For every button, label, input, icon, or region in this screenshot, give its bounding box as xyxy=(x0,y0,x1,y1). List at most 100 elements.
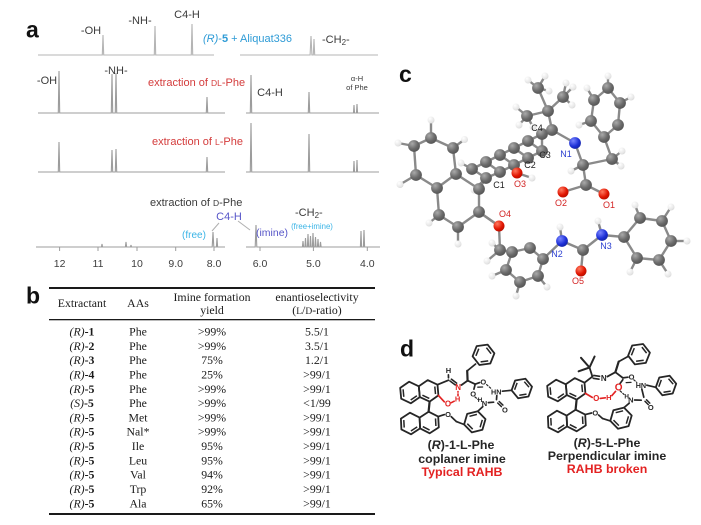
svg-text:95%: 95% xyxy=(201,453,223,467)
svg-text:>99%: >99% xyxy=(198,425,226,439)
svg-text:O: O xyxy=(615,382,623,393)
svg-text:c: c xyxy=(399,61,412,87)
svg-text:-CH2-: -CH2- xyxy=(322,34,350,47)
svg-text:O: O xyxy=(648,403,654,412)
svg-text:-CH2-: -CH2- xyxy=(295,207,323,220)
svg-text:C4-H: C4-H xyxy=(174,9,200,21)
svg-text:>99/1: >99/1 xyxy=(303,410,331,424)
svg-text:O: O xyxy=(502,406,508,415)
svg-text:(R)-5: (R)-5 xyxy=(70,453,95,467)
svg-text:H: H xyxy=(624,393,629,400)
svg-text:Leu: Leu xyxy=(129,453,147,467)
svg-text:C4: C4 xyxy=(531,123,543,133)
svg-text:Nal*: Nal* xyxy=(127,425,150,439)
svg-text:(R)-3: (R)-3 xyxy=(70,353,95,367)
svg-text:<1/99: <1/99 xyxy=(303,396,331,410)
svg-text:N2: N2 xyxy=(551,249,563,259)
svg-text:Met: Met xyxy=(128,410,148,424)
svg-text:>99%: >99% xyxy=(198,325,226,339)
svg-text:of Phe: of Phe xyxy=(346,83,368,92)
svg-text:Ala: Ala xyxy=(129,496,147,510)
svg-text:extraction of DL-Phe: extraction of DL-Phe xyxy=(148,77,245,89)
svg-text:(S)-5: (S)-5 xyxy=(70,396,94,410)
svg-text:3.5/1: 3.5/1 xyxy=(305,339,329,353)
svg-text:(R)-5 + Aliquat336: (R)-5 + Aliquat336 xyxy=(203,33,292,45)
svg-text:11: 11 xyxy=(93,258,104,270)
svg-text:Phe: Phe xyxy=(129,396,147,410)
svg-text:N: N xyxy=(482,399,487,408)
svg-text:>99/1: >99/1 xyxy=(303,468,331,482)
svg-text:Phe: Phe xyxy=(129,367,147,381)
svg-text:5.0: 5.0 xyxy=(306,258,321,270)
svg-text:65%: 65% xyxy=(201,496,223,510)
svg-text:H: H xyxy=(606,393,611,402)
svg-text:>99/1: >99/1 xyxy=(303,367,331,381)
svg-text:Imine formation: Imine formation xyxy=(174,290,251,304)
svg-text:(R)-5-L-Phe: (R)-5-L-Phe xyxy=(574,436,641,450)
svg-text:AAs: AAs xyxy=(127,296,149,310)
svg-text:-OH: -OH xyxy=(81,25,101,37)
svg-text:(imine): (imine) xyxy=(256,227,288,239)
svg-text:O3: O3 xyxy=(514,179,526,189)
svg-text:75%: 75% xyxy=(201,353,223,367)
svg-text:>99/1: >99/1 xyxy=(303,453,331,467)
svg-text:>99/1: >99/1 xyxy=(303,496,331,510)
svg-text:12: 12 xyxy=(54,258,66,270)
svg-text:>99/1: >99/1 xyxy=(303,382,331,396)
svg-text:H: H xyxy=(446,366,451,375)
svg-text:N1: N1 xyxy=(560,149,572,159)
svg-text:9.0: 9.0 xyxy=(168,258,183,270)
svg-text:>99%: >99% xyxy=(198,396,226,410)
svg-text:O2: O2 xyxy=(555,198,567,208)
svg-text:(R)-2: (R)-2 xyxy=(70,339,95,353)
svg-text:1.2/1: 1.2/1 xyxy=(305,353,329,367)
svg-text:-OH: -OH xyxy=(37,75,57,87)
svg-text:a: a xyxy=(26,17,39,43)
svg-text:α-H: α-H xyxy=(351,74,363,83)
svg-text:C4-H: C4-H xyxy=(257,87,283,99)
svg-text:Typical RAHB: Typical RAHB xyxy=(421,465,502,479)
svg-text:O5: O5 xyxy=(572,276,584,286)
svg-text:(free): (free) xyxy=(182,230,206,241)
svg-text:d: d xyxy=(400,336,414,362)
svg-text:>99/1: >99/1 xyxy=(303,482,331,496)
svg-text:(R)-5: (R)-5 xyxy=(70,496,95,510)
svg-text:>99%: >99% xyxy=(198,410,226,424)
svg-text:>99%: >99% xyxy=(198,382,226,396)
svg-text:-NH-: -NH- xyxy=(104,65,128,77)
svg-text:>99/1: >99/1 xyxy=(303,425,331,439)
svg-text:Val: Val xyxy=(130,468,146,482)
svg-text:Extractant: Extractant xyxy=(58,296,107,310)
svg-text:Phe: Phe xyxy=(129,353,147,367)
svg-text:RAHB broken: RAHB broken xyxy=(567,462,648,476)
svg-text:N: N xyxy=(628,395,633,404)
svg-text:Phe: Phe xyxy=(129,339,147,353)
svg-text:-NH-: -NH- xyxy=(128,15,152,27)
svg-text:yield: yield xyxy=(200,303,224,317)
svg-text:O: O xyxy=(629,373,635,382)
svg-text:Trp: Trp xyxy=(130,482,147,496)
svg-text:(R)-5: (R)-5 xyxy=(70,382,95,396)
svg-text:O: O xyxy=(592,408,598,417)
svg-text:C2: C2 xyxy=(524,160,536,170)
svg-text:C1: C1 xyxy=(493,180,505,190)
svg-text:>99%: >99% xyxy=(198,339,226,353)
svg-text:4.0: 4.0 xyxy=(360,258,375,270)
svg-text:(R)-1-L-Phe: (R)-1-L-Phe xyxy=(428,438,495,452)
svg-text:>99/1: >99/1 xyxy=(303,439,331,453)
svg-text:5.5/1: 5.5/1 xyxy=(305,325,329,339)
svg-text:8.0: 8.0 xyxy=(207,258,222,270)
svg-text:O: O xyxy=(470,389,476,398)
svg-text:(R)-5: (R)-5 xyxy=(70,482,95,496)
svg-text:O1: O1 xyxy=(603,200,615,210)
svg-text:extraction of D-Phe: extraction of D-Phe xyxy=(150,197,242,209)
svg-text:Perpendicular imine: Perpendicular imine xyxy=(548,449,667,463)
svg-text:(R)-4: (R)-4 xyxy=(70,368,95,382)
svg-text:C3: C3 xyxy=(539,150,551,160)
svg-text:HN: HN xyxy=(636,381,646,390)
svg-text:HN: HN xyxy=(491,387,501,396)
svg-text:94%: 94% xyxy=(201,468,223,482)
svg-text:Ile: Ile xyxy=(132,439,144,453)
svg-text:10: 10 xyxy=(131,258,143,270)
svg-text:b: b xyxy=(26,283,40,309)
